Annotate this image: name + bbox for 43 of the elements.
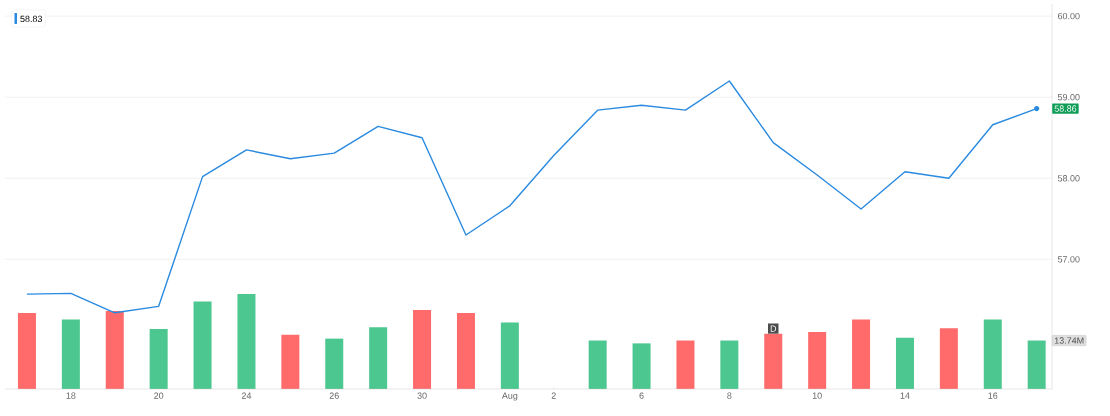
annotation: 13.74M: [1054, 337, 1084, 344]
x-tick-label: 2: [551, 392, 556, 399]
bar: [369, 327, 388, 389]
bar: [237, 293, 256, 389]
bar: [149, 329, 168, 389]
x-tick-label: 16: [988, 392, 998, 399]
bar: [808, 331, 827, 389]
bar: [61, 319, 80, 389]
bar: [939, 328, 958, 389]
y-tick-label: 59.00: [1057, 94, 1080, 101]
bar: [456, 312, 475, 389]
bar: [895, 337, 914, 389]
bar: [1027, 340, 1046, 389]
bar: [632, 343, 651, 389]
bar: [500, 322, 519, 389]
bar: [852, 319, 871, 389]
bar: [193, 301, 212, 389]
x-tick-label: 6: [639, 392, 644, 399]
bar: [281, 334, 300, 389]
x-tick-label: 8: [727, 392, 732, 399]
x-tick-label: 18: [66, 392, 76, 399]
y-tick-label: 57.00: [1057, 256, 1080, 263]
x-tick-label: 14: [900, 392, 910, 399]
x-tick-label: 26: [329, 392, 339, 399]
annotation: D: [770, 325, 777, 332]
bar: [413, 310, 432, 389]
y-tick-label: 58.00: [1057, 175, 1080, 182]
x-tick-label: 10: [812, 392, 822, 399]
bar: [17, 312, 36, 389]
bar: [764, 333, 783, 389]
x-tick-label: 24: [241, 392, 252, 399]
bar: [720, 340, 739, 389]
bar: [676, 340, 695, 389]
x-tick-label: 30: [417, 392, 427, 399]
x-tick-label: 20: [154, 392, 164, 399]
bar: [588, 340, 607, 389]
bar: [983, 319, 1002, 389]
x-tick-label: Aug: [501, 392, 518, 401]
bar: [105, 311, 124, 389]
data-label: 58.86: [1054, 105, 1077, 112]
bar: [325, 338, 344, 389]
legend-label: 58.83: [20, 15, 43, 23]
y-tick-label: 60.00: [1057, 12, 1080, 20]
